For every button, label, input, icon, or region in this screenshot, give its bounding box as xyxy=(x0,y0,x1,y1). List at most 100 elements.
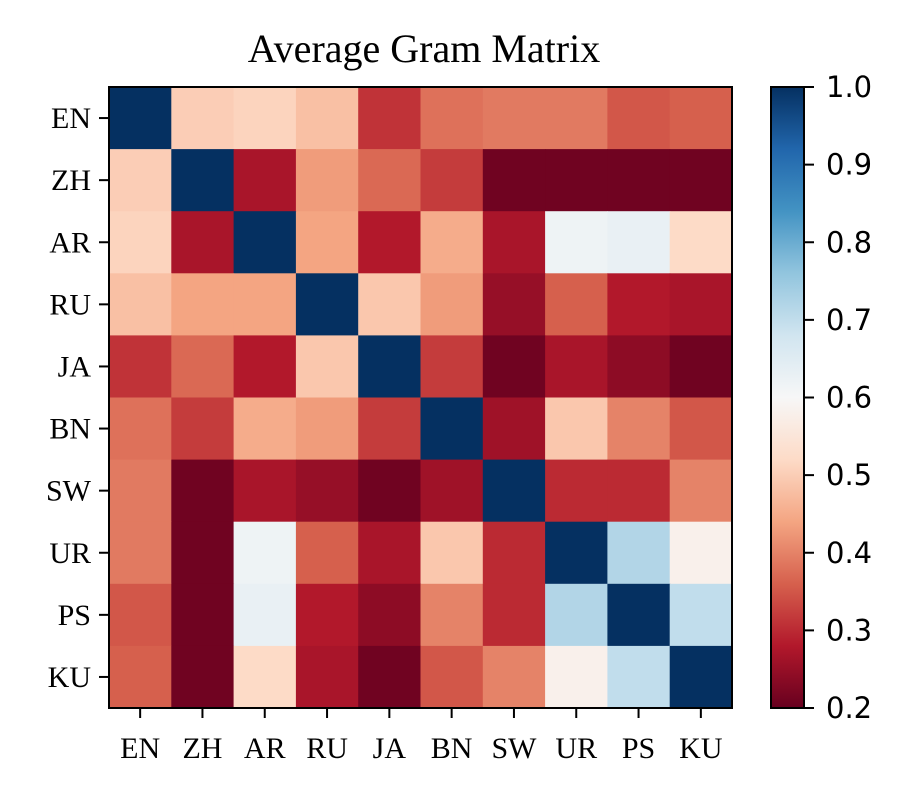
heatmap-cell-ru-ja xyxy=(358,273,422,336)
y-tick-label-ku: KU xyxy=(48,661,92,694)
colorbar-tick-label-0-4: 0.4 xyxy=(826,536,872,570)
y-tick-label-ps: PS xyxy=(58,599,91,632)
heatmap-cell-sw-ja xyxy=(358,459,422,523)
heatmap-cell-zh-bn xyxy=(420,149,484,212)
heatmap-cell-sw-ur xyxy=(545,459,608,523)
heatmap-cell-bn-ar xyxy=(233,397,297,461)
heatmap-cell-ku-ar xyxy=(233,645,297,709)
heatmap-cell-zh-ku xyxy=(669,149,733,212)
x-tick-label-ar: AR xyxy=(244,732,286,765)
heatmap-cell-ps-ru xyxy=(295,583,359,647)
heatmap-cell-ps-sw xyxy=(482,583,546,647)
heatmap-cell-bn-ps xyxy=(607,397,671,461)
heatmap-cell-sw-ps xyxy=(607,459,671,523)
heatmap-cell-bn-ru xyxy=(295,397,359,461)
heatmap-cell-ja-en xyxy=(109,335,172,399)
heatmap-cell-ru-zh xyxy=(171,273,235,336)
colorbar-ticks: 0.2 0.3 0.4 0.5 0.6 0.7 0.8 0.9 1.0 xyxy=(804,70,872,725)
heatmap-cell-ja-sw xyxy=(482,335,546,399)
heatmap-cell-ku-bn xyxy=(420,645,484,709)
heatmap-cell-ja-ku xyxy=(669,335,733,399)
chart-title: Average Gram Matrix xyxy=(248,26,600,71)
heatmap-frame xyxy=(108,86,733,709)
y-tick-label-bn: BN xyxy=(49,413,91,446)
heatmap-cell-zh-en xyxy=(109,149,172,212)
heatmap-cell-ru-bn xyxy=(420,273,484,336)
heatmap-cell-ja-bn xyxy=(420,335,484,399)
heatmap-cells xyxy=(109,87,733,709)
heatmap-cell-ps-ku xyxy=(669,583,733,647)
heatmap-cell-ja-zh xyxy=(171,335,235,399)
x-tick-label-ru: RU xyxy=(306,732,348,765)
heatmap-cell-ar-ku xyxy=(669,211,733,274)
heatmap-cell-ps-en xyxy=(109,583,172,647)
colorbar-tick-label-0-2: 0.2 xyxy=(826,691,872,725)
heatmap-cell-sw-zh xyxy=(171,459,235,523)
heatmap-cell-ps-bn xyxy=(420,583,484,647)
heatmap-cell-ar-zh xyxy=(171,211,235,274)
heatmap-cell-ar-en xyxy=(109,211,172,274)
heatmap-cell-ar-ru xyxy=(295,211,359,274)
heatmap-cell-ar-ar xyxy=(233,211,297,274)
heatmap-cell-en-ja xyxy=(358,87,422,150)
heatmap-cell-bn-bn xyxy=(420,397,484,461)
colorbar-tick-label-0-5: 0.5 xyxy=(826,458,872,492)
heatmap-cell-en-en xyxy=(109,87,172,150)
y-axis: EN ZH AR RU JA BN SW UR PS KU xyxy=(46,102,109,694)
heatmap-cell-ku-ps xyxy=(607,645,671,709)
heatmap-cell-sw-bn xyxy=(420,459,484,523)
heatmap-cell-zh-ar xyxy=(233,149,297,212)
heatmap-cell-ja-ru xyxy=(295,335,359,399)
heatmap-cell-ur-zh xyxy=(171,521,235,585)
colorbar: 0.2 0.3 0.4 0.5 0.6 0.7 0.8 0.9 1.0 xyxy=(770,70,872,725)
x-tick-label-ur: UR xyxy=(555,732,597,765)
y-tick-label-ru: RU xyxy=(49,288,91,321)
heatmap-cell-ps-ar xyxy=(233,583,297,647)
heatmap-cell-bn-ku xyxy=(669,397,733,461)
heatmap-cell-ar-bn xyxy=(420,211,484,274)
heatmap-cell-ru-ar xyxy=(233,273,297,336)
x-tick-label-en: EN xyxy=(120,732,160,765)
heatmap-cell-ur-ku xyxy=(669,521,733,585)
heatmap-cell-bn-en xyxy=(109,397,172,461)
heatmap-cell-ku-ru xyxy=(295,645,359,709)
heatmap-cell-en-bn xyxy=(420,87,484,150)
heatmap-cell-bn-zh xyxy=(171,397,235,461)
heatmap-cell-ja-ja xyxy=(358,335,422,399)
heatmap-cell-ur-ur xyxy=(545,521,608,585)
heatmap-cell-bn-ur xyxy=(545,397,608,461)
colorbar-tick-label-0-9: 0.9 xyxy=(826,148,872,182)
heatmap-cell-ja-ur xyxy=(545,335,608,399)
heatmap-cell-bn-sw xyxy=(482,397,546,461)
heatmap-cell-ps-ja xyxy=(358,583,422,647)
heatmap-cell-ku-sw xyxy=(482,645,546,709)
heatmap-cell-ur-ps xyxy=(607,521,671,585)
heatmap-cell-ru-ps xyxy=(607,273,671,336)
heatmap-cell-sw-en xyxy=(109,459,172,523)
heatmap-cell-zh-zh xyxy=(171,149,235,212)
heatmap-cell-zh-ja xyxy=(358,149,422,212)
y-tick-label-ja: JA xyxy=(58,350,92,383)
x-tick-label-zh: ZH xyxy=(182,732,222,765)
x-tick-label-ja: JA xyxy=(373,732,407,765)
heatmap-cell-ku-ja xyxy=(358,645,422,709)
y-tick-label-ar: AR xyxy=(49,226,91,259)
heatmap-cell-ur-ru xyxy=(295,521,359,585)
heatmap-cell-ps-zh xyxy=(171,583,235,647)
colorbar-gradient xyxy=(771,87,804,708)
x-tick-label-ku: KU xyxy=(679,732,723,765)
heatmap-cell-ja-ps xyxy=(607,335,671,399)
heatmap-cell-sw-ku xyxy=(669,459,733,523)
colorbar-tick-label-0-3: 0.3 xyxy=(826,613,872,647)
heatmap-cell-sw-sw xyxy=(482,459,546,523)
heatmap-cell-bn-ja xyxy=(358,397,422,461)
heatmap-cell-ur-sw xyxy=(482,521,546,585)
heatmap-cell-zh-sw xyxy=(482,149,546,212)
heatmap-cell-ru-sw xyxy=(482,273,546,336)
heatmap-cell-ku-zh xyxy=(171,645,235,709)
heatmap-cell-ar-ja xyxy=(358,211,422,274)
heatmap-cell-ar-sw xyxy=(482,211,546,274)
heatmap-cell-ur-ar xyxy=(233,521,297,585)
heatmap-cell-en-sw xyxy=(482,87,546,150)
